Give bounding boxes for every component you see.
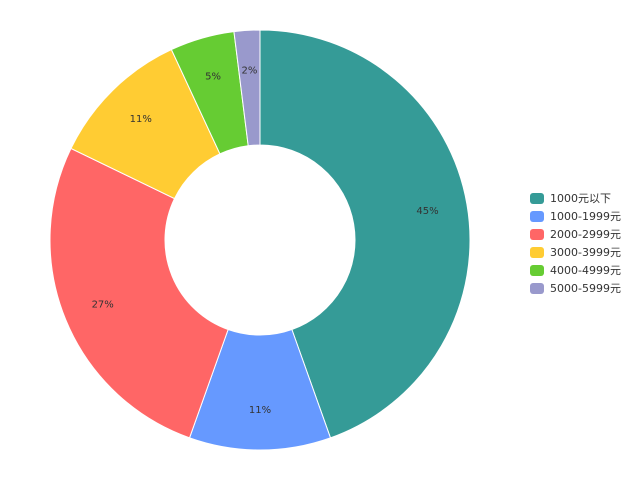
legend-label: 2000-2999元 [550, 228, 621, 241]
slice-label-4: 5% [205, 72, 221, 83]
legend-swatch [530, 282, 544, 294]
legend-label: 5000-5999元 [550, 282, 621, 295]
legend-swatch [530, 228, 544, 240]
legend-label: 1000元以下 [550, 192, 611, 205]
slice-label-1: 11% [249, 405, 271, 416]
slice-label-5: 2% [241, 65, 257, 76]
pie-slice-5[interactable] [233, 29, 261, 147]
legend-label: 1000-1999元 [550, 210, 621, 223]
legend-item[interactable]: 3000-3999元 [530, 244, 621, 260]
chart-legend: 1000元以下 1000-1999元 2000-2999元 3000-3999元 400… [530, 190, 621, 298]
legend-item[interactable]: 2000-2999元 [530, 226, 621, 242]
legend-item[interactable]: 5000-5999元 [530, 280, 621, 296]
legend-swatch [530, 264, 544, 276]
legend-label: 3000-3999元 [550, 246, 621, 259]
legend-item[interactable]: 1000-1999元 [530, 208, 621, 224]
pie-slice-0[interactable] [259, 29, 471, 439]
legend-label: 4000-4999元 [550, 264, 621, 277]
slice-label-0: 45% [416, 206, 438, 217]
slice-label-2: 27% [92, 299, 114, 310]
legend-swatch [530, 192, 544, 204]
pie-slice-2[interactable] [49, 147, 229, 439]
legend-item[interactable]: 1000元以下 [530, 190, 621, 206]
legend-item[interactable]: 4000-4999元 [530, 262, 621, 278]
legend-swatch [530, 210, 544, 222]
legend-swatch [530, 246, 544, 258]
slice-label-3: 11% [130, 114, 152, 125]
